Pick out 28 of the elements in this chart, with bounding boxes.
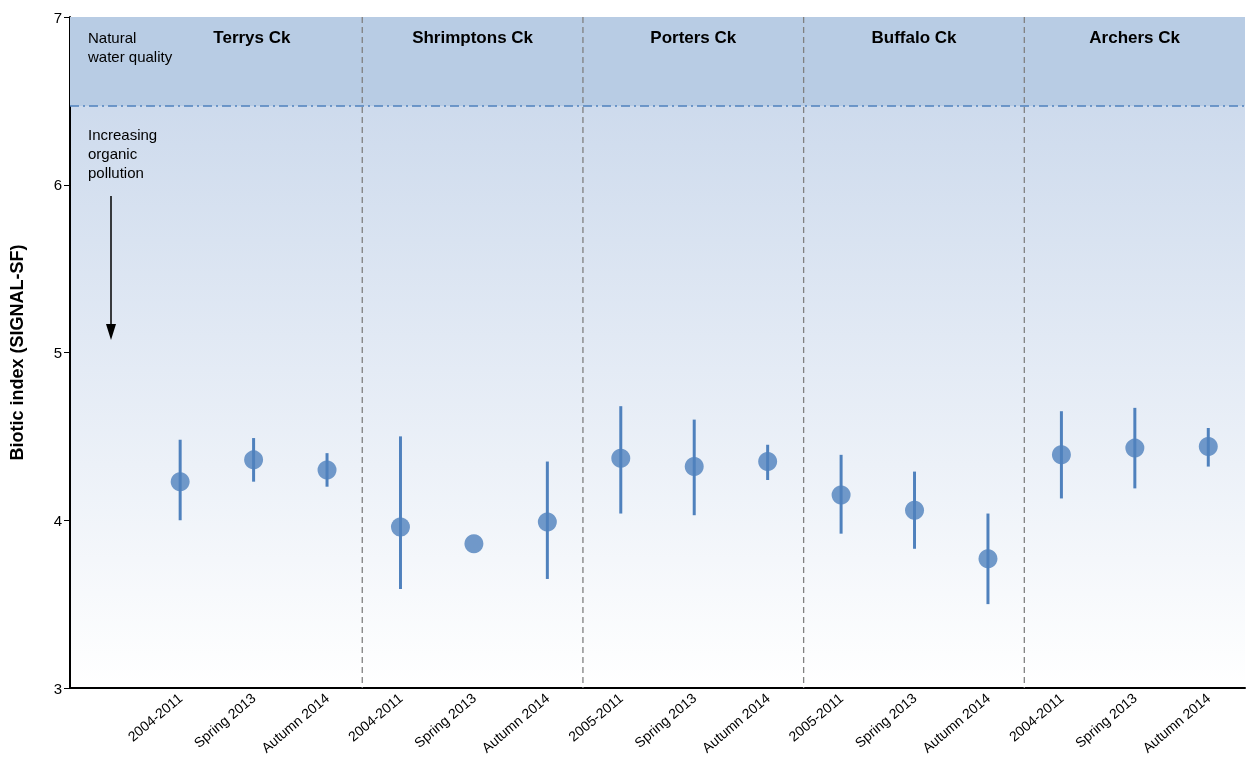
point [244, 450, 264, 470]
point [1051, 445, 1071, 465]
point [537, 512, 557, 532]
point [1125, 438, 1145, 458]
annotation: Porters Ck [650, 28, 737, 48]
point [464, 534, 484, 554]
point [758, 452, 778, 472]
y-tick-label: 6 [53, 176, 62, 194]
point [905, 500, 925, 520]
y-axis-title: Biotic index (SIGNAL-SF) [7, 244, 27, 461]
point [317, 460, 337, 480]
annotation: Natural water quality [88, 28, 173, 66]
point [831, 485, 851, 505]
annotation: Archers Ck [1089, 28, 1181, 48]
point [611, 448, 631, 468]
y-tick-label: 4 [53, 511, 62, 529]
annotation: Buffalo Ck [871, 28, 957, 48]
y-tick-label: 7 [53, 8, 62, 26]
point [1198, 436, 1218, 456]
y-tick-label: 3 [53, 679, 62, 697]
annotation: Shrimptons Ck [412, 28, 534, 48]
point [170, 472, 190, 492]
point [390, 517, 410, 537]
point [978, 549, 998, 569]
annotation: Terrys Ck [213, 28, 291, 48]
point [684, 457, 704, 477]
y-tick-label: 5 [53, 344, 62, 361]
annotation: Increasing organic pollution [88, 125, 158, 182]
